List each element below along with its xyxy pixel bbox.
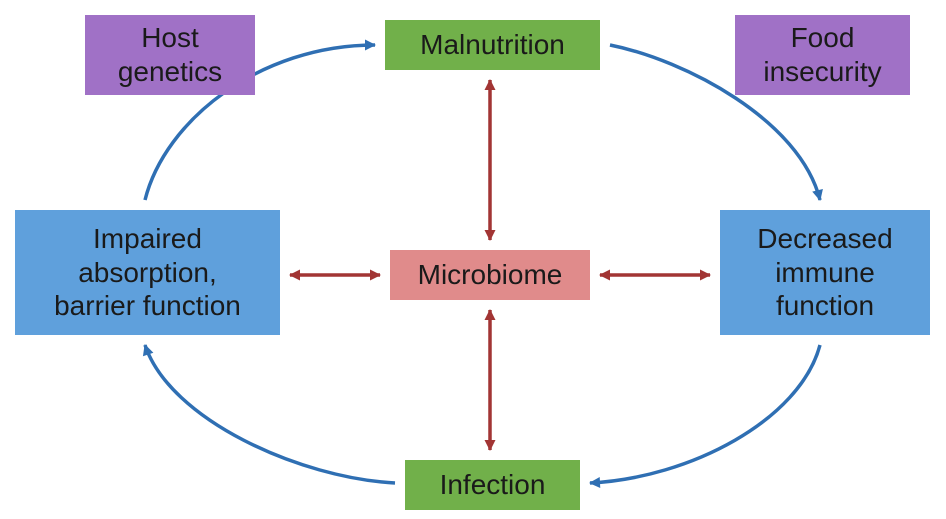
node-label: Food insecurity [763, 21, 881, 88]
node-infection: Infection [405, 460, 580, 510]
node-label: Host genetics [118, 21, 222, 88]
node-impaired-absorption: Impaired absorption, barrier function [15, 210, 280, 335]
node-microbiome: Microbiome [390, 250, 590, 300]
node-label: Infection [440, 468, 546, 502]
node-label: Decreased immune function [757, 222, 892, 323]
node-label: Malnutrition [420, 28, 565, 62]
node-label: Microbiome [418, 258, 563, 292]
diagram-stage: Host genetics Food insecurity Malnutriti… [0, 0, 946, 519]
node-food-insecurity: Food insecurity [735, 15, 910, 95]
node-decreased-immune: Decreased immune function [720, 210, 930, 335]
cycle-arrow-infection_to_impaired [145, 345, 395, 483]
node-malnutrition: Malnutrition [385, 20, 600, 70]
cycle-arrow-decreased_to_infection [590, 345, 820, 483]
node-host-genetics: Host genetics [85, 15, 255, 95]
node-label: Impaired absorption, barrier function [54, 222, 241, 323]
